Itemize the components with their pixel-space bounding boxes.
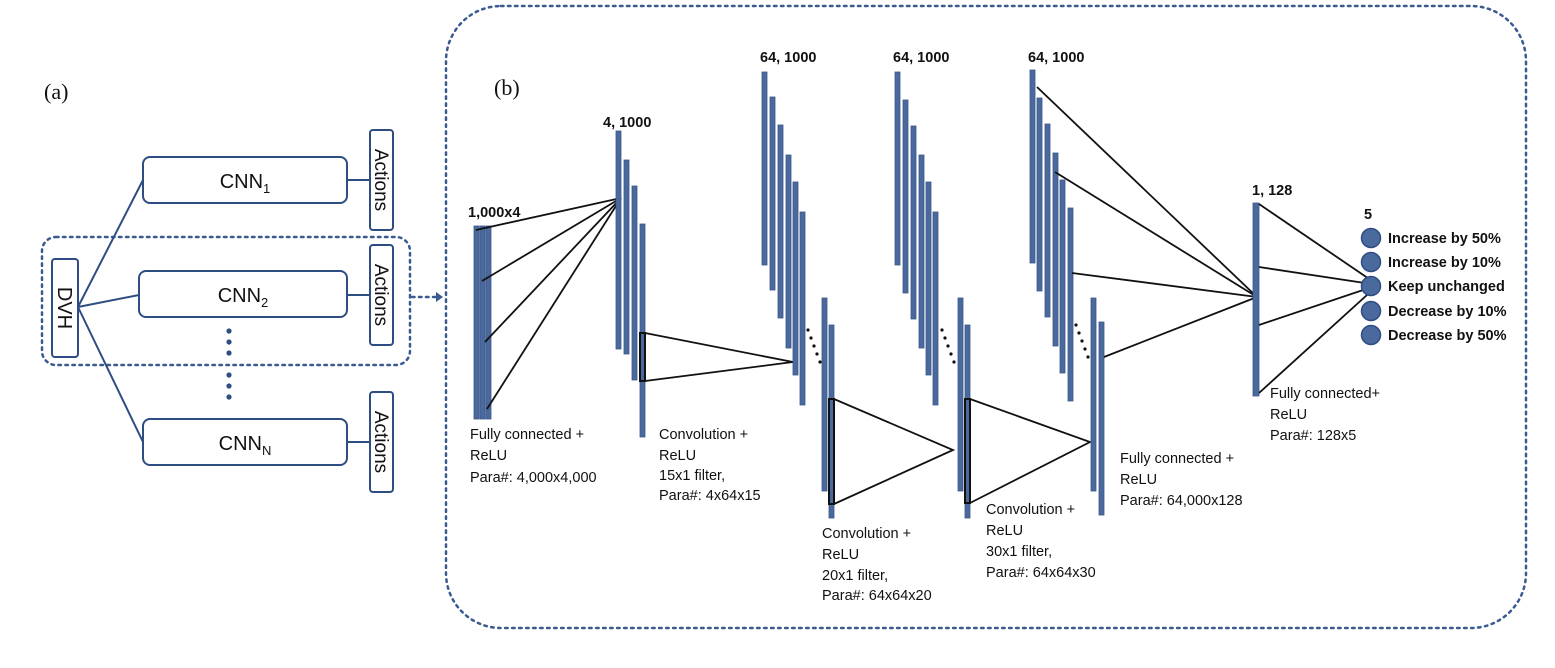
output-node-1 xyxy=(1360,227,1382,249)
svg-text:20x1 filter,: 20x1 filter, xyxy=(822,568,888,584)
output-nodes xyxy=(1360,227,1382,346)
actions-2-box xyxy=(369,244,394,346)
output-node-4 xyxy=(1360,300,1382,322)
conv1-description: Convolution + ReLU 15x1 filter, Para#: 4… xyxy=(659,427,761,504)
arrow-head xyxy=(436,292,443,302)
cnn-n-box xyxy=(142,418,348,466)
cnn-2-box xyxy=(138,270,348,318)
svg-text:Para#: 4,000x4,000: Para#: 4,000x4,000 xyxy=(470,470,597,486)
svg-text:ReLU: ReLU xyxy=(986,523,1023,539)
output-label-3: Keep unchanged xyxy=(1388,279,1505,295)
svg-text:Convolution +: Convolution + xyxy=(986,502,1075,518)
actions-2-label: Actions xyxy=(370,264,391,326)
fc3-connections xyxy=(1258,203,1379,394)
fc1-description: Fully connected + ReLU Para#: 4,000x4,00… xyxy=(470,427,597,486)
svg-text:Convolution +: Convolution + xyxy=(659,427,748,443)
svg-text:Para#: 4x64x15: Para#: 4x64x15 xyxy=(659,488,761,504)
fc2-connections xyxy=(1036,86,1258,358)
output-node-2 xyxy=(1360,251,1382,273)
dvh-label: DVH xyxy=(53,287,75,329)
conv3-dims-label: 64, 1000 xyxy=(1028,50,1084,66)
svg-text:Fully connected+: Fully connected+ xyxy=(1270,386,1380,402)
svg-text:Convolution +: Convolution + xyxy=(822,526,911,542)
svg-text:Para#: 128x5: Para#: 128x5 xyxy=(1270,428,1356,444)
fc2-output-bar xyxy=(1252,202,1260,397)
conv2-output-stack xyxy=(894,71,971,519)
fc1-connections xyxy=(475,197,622,410)
conv1-filter xyxy=(639,332,794,382)
input-dims-label: 1,000x4 xyxy=(468,205,520,221)
conv3-description: Convolution + ReLU 30x1 filter, Para#: 6… xyxy=(986,502,1096,581)
svg-text:15x1 filter,: 15x1 filter, xyxy=(659,468,725,484)
panel-b-frame xyxy=(444,4,1528,630)
conv2-stack-ellipsis xyxy=(940,328,956,364)
output-label-2: Increase by 10% xyxy=(1388,255,1501,271)
svg-text:Fully connected +: Fully connected + xyxy=(470,427,584,443)
fc3-description: Fully connected+ ReLU Para#: 128x5 xyxy=(1270,386,1380,444)
panel-a: (a) DVH CNN1 CNN2 CNNN Actions Actions xyxy=(40,79,443,493)
conv2-dims-label: 64, 1000 xyxy=(893,50,949,66)
svg-text:ReLU: ReLU xyxy=(659,448,696,464)
svg-text:ReLU: ReLU xyxy=(1120,472,1157,488)
conv1-output-stack xyxy=(761,71,835,519)
connector-dvh-cnn2 xyxy=(77,294,140,308)
svg-text:ReLU: ReLU xyxy=(822,547,859,563)
actions-1-box xyxy=(369,129,394,231)
output-label-5: Decrease by 50% xyxy=(1388,328,1507,344)
panel-b-tag: (b) xyxy=(494,75,520,100)
panel-b: (b) 1,000x4 4, 1000 64, 1000 64, 1000 64… xyxy=(444,4,1528,630)
svg-text:30x1 filter,: 30x1 filter, xyxy=(986,544,1052,560)
panel-a-tag: (a) xyxy=(44,79,68,104)
output-label-4: Decrease by 10% xyxy=(1388,304,1507,320)
conv3-stack-ellipsis xyxy=(1074,323,1090,359)
svg-text:ReLU: ReLU xyxy=(470,448,507,464)
ellipsis-dots xyxy=(226,328,232,400)
fc2-dims-label: 1, 128 xyxy=(1252,183,1292,199)
cnn-2-label: CNN2 xyxy=(218,285,269,310)
conv1-stack-ellipsis xyxy=(806,328,822,364)
output-dims-label: 5 xyxy=(1364,207,1372,223)
actions-n-box xyxy=(369,391,394,493)
svg-text:Para#: 64x64x30: Para#: 64x64x30 xyxy=(986,565,1096,581)
input-layer-bars xyxy=(473,225,492,420)
conv2-filter xyxy=(828,398,956,505)
svg-text:Fully connected +: Fully connected + xyxy=(1120,451,1234,467)
fc1-dims-label: 4, 1000 xyxy=(603,115,651,131)
conv3-output-stack xyxy=(1029,69,1105,516)
output-node-5 xyxy=(1360,324,1382,346)
dvh-box xyxy=(51,258,79,358)
cnn-1-box xyxy=(142,156,348,204)
conv1-dims-label: 64, 1000 xyxy=(760,50,816,66)
actions-n-label: Actions xyxy=(370,411,391,473)
svg-text:Para#: 64,000x128: Para#: 64,000x128 xyxy=(1120,493,1243,509)
cnn-1-label: CNN1 xyxy=(220,171,271,196)
output-node-3 xyxy=(1360,275,1382,297)
output-labels: Increase by 50% Increase by 10% Keep unc… xyxy=(1388,231,1507,344)
output-label-1: Increase by 50% xyxy=(1388,231,1501,247)
actions-1-label: Actions xyxy=(370,149,391,211)
highlight-frame xyxy=(40,235,412,367)
connector-dvh-cnn1 xyxy=(77,179,144,308)
fc2-description: Fully connected + ReLU Para#: 64,000x128 xyxy=(1120,451,1243,509)
cnn-n-label: CNNN xyxy=(219,433,272,458)
svg-text:Para#: 64x64x20: Para#: 64x64x20 xyxy=(822,588,932,604)
svg-text:ReLU: ReLU xyxy=(1270,407,1307,423)
connector-dvh-cnnN xyxy=(77,306,144,443)
conv3-filter xyxy=(964,398,1093,504)
fc1-output-stack xyxy=(615,130,646,438)
conv2-description: Convolution + ReLU 20x1 filter, Para#: 6… xyxy=(822,526,932,604)
